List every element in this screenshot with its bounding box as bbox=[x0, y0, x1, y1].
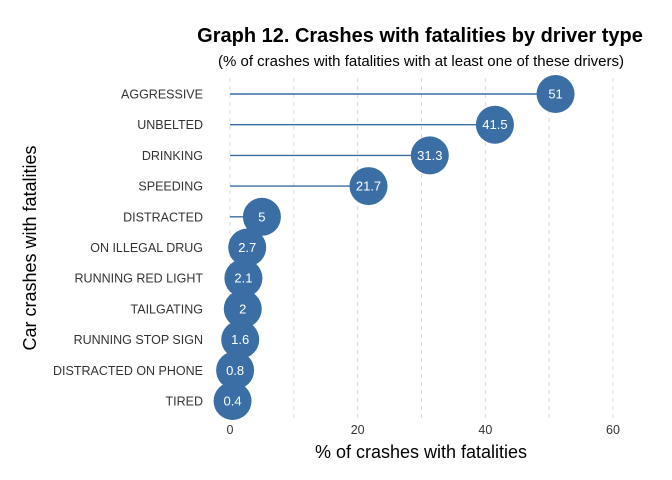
data-point bbox=[224, 259, 263, 298]
y-tick-label: RUNNING STOP SIGN bbox=[74, 333, 203, 347]
data-point bbox=[410, 136, 449, 175]
y-tick-label: AGGRESSIVE bbox=[121, 88, 203, 102]
data-label: 51 bbox=[548, 87, 562, 102]
dots-layer: 51 41.5 31.3 21.7 5 2.7 2.1 2 1.6 0.8 0.4 bbox=[213, 75, 575, 420]
y-tick-label: UNBELTED bbox=[137, 118, 203, 132]
y-tick-label: TIRED bbox=[166, 395, 204, 409]
data-label: 31.3 bbox=[417, 148, 442, 163]
stems-layer bbox=[230, 93, 556, 402]
y-tick-label: TAILGATING bbox=[131, 302, 203, 316]
y-tick-labels: AGGRESSIVE UNBELTED DRINKING SPEEDING DISTRA… bbox=[53, 88, 203, 409]
data-label: 1.6 bbox=[231, 332, 249, 347]
x-axis-title: % of crashes with fatalities bbox=[315, 442, 527, 462]
data-point bbox=[475, 105, 514, 144]
y-tick-label: DRINKING bbox=[142, 149, 203, 163]
x-tick-label: 60 bbox=[606, 423, 620, 437]
data-label: 41.5 bbox=[482, 117, 507, 132]
x-tick-label: 40 bbox=[478, 423, 492, 437]
y-tick-label: RUNNING RED LIGHT bbox=[75, 272, 204, 286]
data-point bbox=[242, 197, 281, 236]
data-label: 5 bbox=[258, 209, 265, 224]
x-tick-label: 20 bbox=[351, 423, 365, 437]
y-tick-label: DISTRACTED bbox=[123, 210, 203, 224]
x-tick-labels: 0 20 40 60 bbox=[227, 423, 620, 437]
data-label: 0.8 bbox=[226, 363, 244, 378]
data-label: 2 bbox=[239, 301, 246, 316]
data-label: 0.4 bbox=[224, 394, 242, 409]
data-point bbox=[216, 351, 255, 390]
data-label: 21.7 bbox=[356, 179, 381, 194]
chart-subtitle: (% of crashes with fatalities with at le… bbox=[218, 53, 624, 70]
data-point bbox=[349, 167, 388, 206]
data-point bbox=[228, 228, 267, 267]
data-point bbox=[221, 320, 260, 359]
y-tick-label: ON ILLEGAL DRUG bbox=[90, 241, 203, 255]
grid-layer bbox=[229, 78, 614, 418]
data-point bbox=[536, 75, 575, 113]
data-point bbox=[223, 289, 262, 328]
data-label: 2.7 bbox=[238, 240, 256, 255]
data-label: 2.1 bbox=[234, 271, 252, 286]
y-tick-label: DISTRACTED ON PHONE bbox=[53, 364, 203, 378]
y-axis-title: Car crashes with fatalities bbox=[20, 145, 40, 350]
data-point bbox=[213, 382, 252, 420]
x-tick-label: 0 bbox=[227, 423, 234, 437]
chart-title: Graph 12. Crashes with fatalities by dri… bbox=[197, 25, 643, 47]
y-tick-label: SPEEDING bbox=[138, 180, 203, 194]
